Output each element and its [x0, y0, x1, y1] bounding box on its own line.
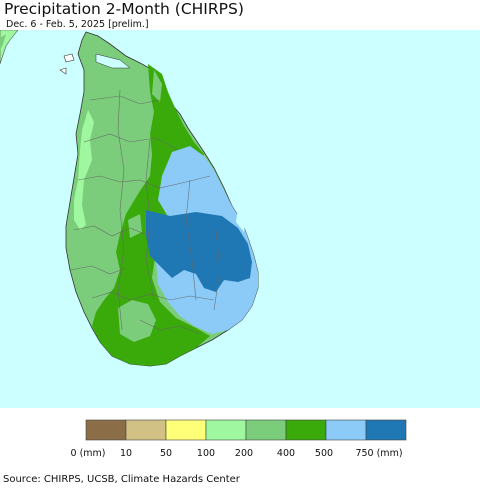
dry-coast-strip — [74, 110, 94, 230]
islet — [59, 67, 67, 75]
islet — [63, 53, 75, 63]
legend-label: 50 — [160, 448, 172, 459]
india-landmass-dark — [0, 34, 6, 50]
wet-zone-patch — [128, 214, 142, 238]
legend-label: 500 — [315, 448, 333, 459]
legend-swatch — [325, 419, 367, 441]
page-title: Precipitation 2-Month (CHIRPS) — [4, 0, 244, 18]
legend-label: 400 — [277, 448, 295, 459]
precipitation-map — [0, 30, 480, 408]
legend-swatch — [125, 419, 167, 441]
legend-swatch — [205, 419, 247, 441]
legend-swatch — [285, 419, 327, 441]
page-subtitle: Dec. 6 - Feb. 5, 2025 [prelim.] — [6, 19, 149, 30]
precipitation-legend: 0 (mm) 10 50 100 200 400 500 750 (mm) — [71, 419, 407, 459]
legend-label: 0 (mm) — [71, 448, 106, 459]
wet-zone-patch — [152, 70, 162, 102]
legend-label: 100 — [197, 448, 215, 459]
east-lagoon — [236, 208, 246, 232]
legend-swatch — [165, 419, 207, 441]
core-zone — [146, 210, 252, 292]
north-lagoon — [95, 53, 131, 69]
legend-swatch — [365, 419, 407, 441]
legend-label: 750 (mm) — [355, 448, 402, 459]
source-credit: Source: CHIRPS, UCSB, Climate Hazards Ce… — [3, 474, 240, 485]
legend-label: 10 — [120, 448, 132, 459]
legend-swatch — [245, 419, 287, 441]
legend-swatch — [85, 419, 127, 441]
district-boundaries — [69, 89, 221, 335]
wet-zone-patch — [118, 300, 156, 342]
legend-label: 200 — [235, 448, 253, 459]
